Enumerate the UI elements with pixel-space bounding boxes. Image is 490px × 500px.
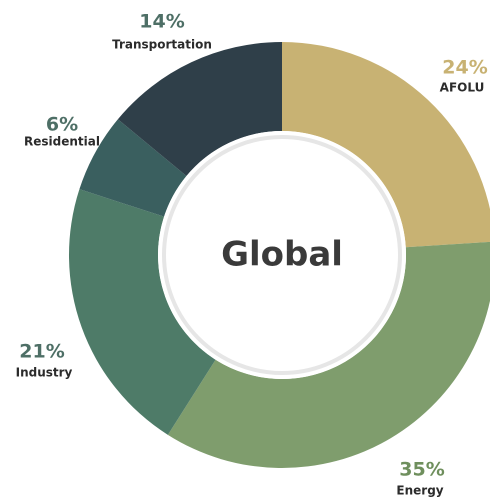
center-ring — [162, 135, 402, 375]
category-label: Industry — [16, 366, 73, 380]
value-label: 6% — [46, 114, 78, 136]
value-label: 24% — [442, 57, 487, 79]
value-label: 21% — [19, 341, 64, 363]
value-label: 14% — [139, 11, 184, 33]
value-label: 35% — [399, 459, 444, 481]
slice — [69, 189, 216, 435]
slices — [69, 42, 490, 468]
category-label: Transportation — [112, 38, 212, 52]
category-label: Residential — [24, 135, 100, 149]
center-label: Global — [221, 235, 343, 275]
slice — [79, 119, 187, 217]
slice — [282, 42, 490, 248]
category-label: Energy — [396, 484, 443, 498]
slice — [167, 241, 490, 468]
slice — [117, 42, 282, 176]
category-label: AFOLU — [440, 81, 485, 95]
